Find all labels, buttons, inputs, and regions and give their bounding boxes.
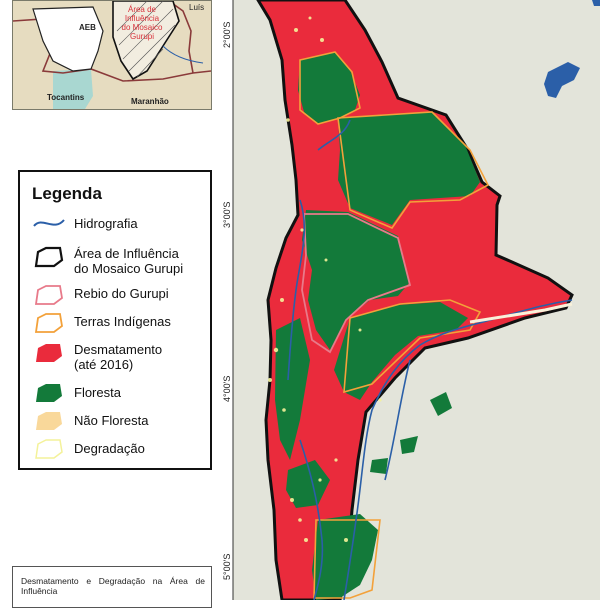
rebio-outline-icon xyxy=(34,285,63,305)
inset-area-line2: Influência xyxy=(124,14,160,23)
legend-label-degradation: Degradação xyxy=(74,441,145,456)
rebio-gurupi-outline xyxy=(301,213,412,354)
inset-state-border-2 xyxy=(168,1,194,74)
legend-label-hydrography: Hidrografia xyxy=(74,216,138,231)
legend-label-deforestation-line2: (até 2016) xyxy=(74,357,134,372)
lat-label-4s: 4°00'S xyxy=(222,375,232,402)
legend-label-area-line1: Área de Influência xyxy=(74,246,179,261)
legend-title: Legenda xyxy=(32,184,102,203)
inset-area-line4: Gurupi xyxy=(129,32,154,41)
forest-speck-2 xyxy=(400,436,418,454)
ti-central xyxy=(343,299,482,394)
inset-label-maranhao: Maranhão xyxy=(131,97,169,106)
hydrography-line-icon xyxy=(33,219,65,227)
lat-label-2s: 2°00'S xyxy=(222,21,232,48)
inset-label-tocantins: Tocantins xyxy=(47,93,85,102)
forest-northeast-block xyxy=(338,112,480,225)
degradation-speckle xyxy=(268,16,382,542)
legend-box: Legenda Hidrografia Área de Influência d… xyxy=(18,170,212,470)
legend-label-area-line2: do Mosaico Gurupi xyxy=(74,261,184,276)
inset-area-line3: do Mosaico xyxy=(121,23,163,32)
lake-shape-small xyxy=(592,0,600,6)
river-north xyxy=(317,119,351,151)
legend-label-non-forest: Não Floresta xyxy=(74,413,149,428)
lake-shape xyxy=(544,62,580,98)
forest-south xyxy=(312,514,378,600)
forest-north xyxy=(298,52,360,124)
lat-label-5s: 5°00'S xyxy=(222,553,232,580)
deforestation-fill-icon xyxy=(36,344,62,362)
ti-south xyxy=(313,519,381,599)
river-west xyxy=(287,199,306,381)
river-south-west xyxy=(299,439,324,600)
inset-label-luis: Luís xyxy=(189,3,205,12)
inset-graphic xyxy=(13,1,211,109)
area-of-influence-outline xyxy=(256,0,574,600)
degradation-outline-icon xyxy=(35,439,63,459)
forest-central xyxy=(302,210,410,350)
lat-label-3s: 3°00'S xyxy=(222,201,232,228)
road-strip xyxy=(469,302,573,324)
description-box: Desmatamento e Degradação na Área de Inf… xyxy=(12,566,212,608)
ti-north xyxy=(299,51,361,125)
river-inner-south xyxy=(384,359,411,481)
forest-speck-1 xyxy=(430,392,452,416)
indigenous-outline-icon xyxy=(34,313,63,333)
forest-speck-3 xyxy=(370,458,388,474)
description-text: Desmatamento e Degradação na Área de Inf… xyxy=(21,576,205,596)
legend-label-rebio: Rebio do Gurupi xyxy=(74,286,169,301)
inset-area-label: Área de Influência do Mosaico Gurupi xyxy=(117,5,167,41)
inset-tocantins-region xyxy=(53,69,93,109)
forest-mid xyxy=(334,302,468,400)
area-outline-icon xyxy=(34,246,64,268)
inset-map: AEB Luís Tocantins Maranhão Área de Infl… xyxy=(12,0,212,110)
legend-label-forest: Floresta xyxy=(74,385,121,400)
forest-patches xyxy=(275,52,480,600)
inset-aeb-area xyxy=(32,6,104,72)
non-forest-fill-icon xyxy=(36,412,62,430)
inset-label-aeb: AEB xyxy=(79,23,96,32)
inset-area-line1: Área de xyxy=(127,5,157,14)
indigenous-territories xyxy=(299,51,490,599)
ti-northeast xyxy=(337,111,490,229)
inset-mosaic-area xyxy=(112,1,180,81)
forest-fill-icon xyxy=(36,384,62,402)
inset-river xyxy=(162,45,204,64)
forest-west-strip xyxy=(275,318,310,460)
legend-label-indigenous: Terras Indígenas xyxy=(74,314,171,329)
forest-south-west xyxy=(286,460,330,508)
legend-label-deforestation-line1: Desmatamento xyxy=(74,342,163,357)
